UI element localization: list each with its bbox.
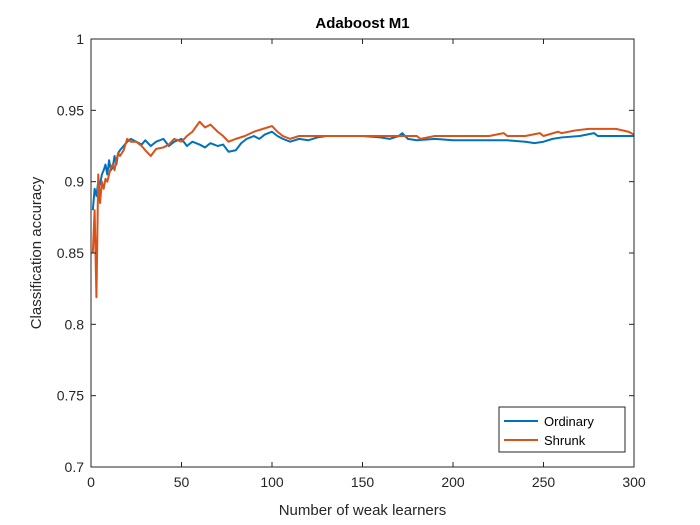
- y-axis-label: Classification accuracy: [28, 176, 45, 329]
- chart-title: Adaboost M1: [315, 15, 409, 32]
- x-tick-label: 300: [622, 474, 646, 490]
- x-tick-label: 0: [87, 474, 95, 490]
- y-tick-label: 0.7: [65, 459, 85, 475]
- x-tick-label: 150: [351, 474, 375, 490]
- legend: Ordinary Shrunk: [498, 406, 626, 453]
- series-line-ordinary: [91, 130, 634, 211]
- legend-entry-ordinary: Ordinary: [544, 414, 594, 429]
- y-tick-label: 0.9: [65, 174, 85, 190]
- plot-area: [91, 39, 634, 467]
- x-tick-label: 200: [441, 474, 465, 490]
- y-ticks: 0.7 0.75 0.8 0.85 0.9 0.95 1: [57, 31, 634, 475]
- x-tick-label: 250: [532, 474, 556, 490]
- x-tick-label: 100: [260, 474, 284, 490]
- x-axis-label: Number of weak learners: [279, 502, 447, 519]
- x-tick-label: 50: [174, 474, 190, 490]
- y-tick-label: 0.8: [65, 316, 85, 332]
- y-tick-label: 0.95: [57, 102, 84, 118]
- legend-entry-shrunk: Shrunk: [544, 433, 586, 448]
- series-layer: [91, 120, 635, 299]
- y-tick-label: 0.75: [57, 388, 84, 404]
- x-ticks: 0 50 100 150 200 250 300: [87, 39, 646, 490]
- series-line-shrunk: [91, 120, 635, 299]
- legend-box: [498, 406, 626, 453]
- y-tick-label: 0.85: [57, 245, 84, 261]
- y-tick-label: 1: [76, 31, 84, 47]
